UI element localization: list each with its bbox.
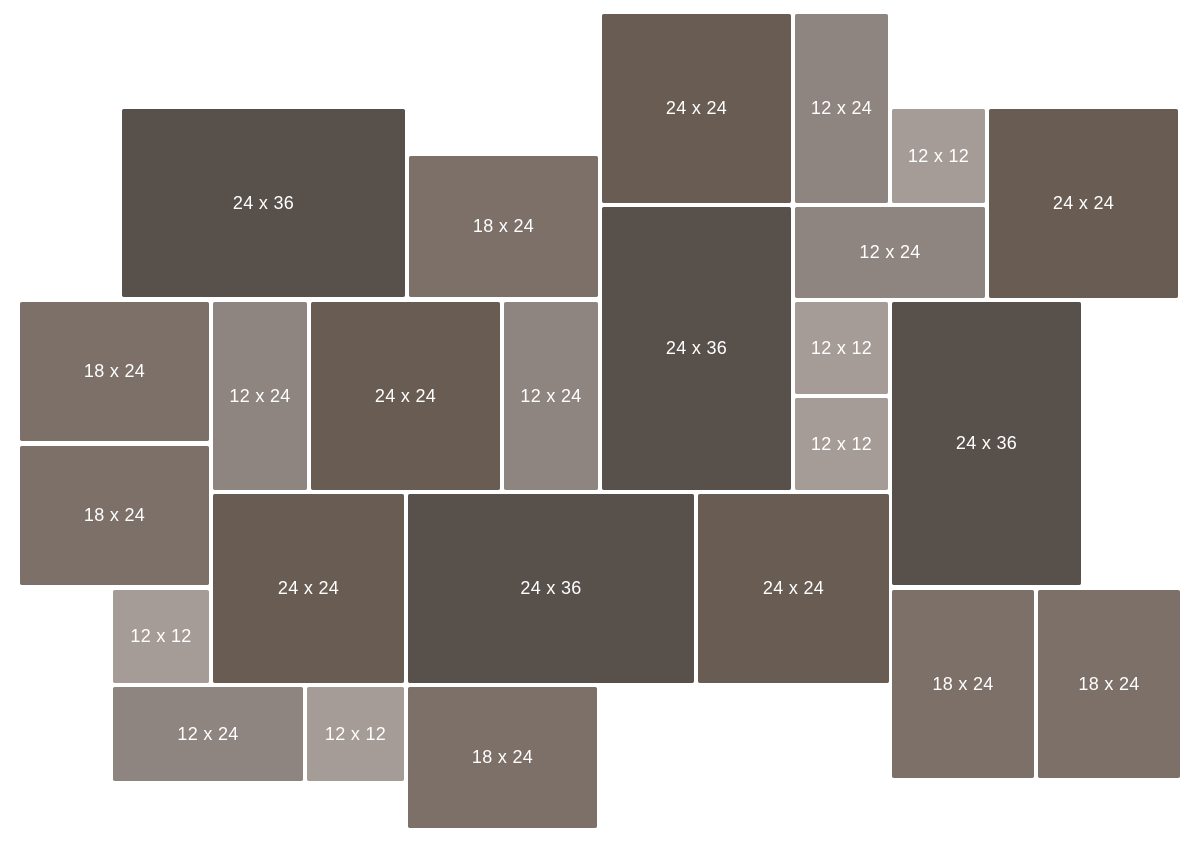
tile-label: 24 x 36 bbox=[232, 192, 295, 213]
tile-label: 24 x 36 bbox=[665, 338, 728, 358]
tile-label: 12 x 24 bbox=[177, 723, 239, 744]
tile-label: 24 x 24 bbox=[762, 578, 825, 598]
tile-label: 18 x 24 bbox=[471, 747, 534, 767]
tile-24x36: 24 x 36 bbox=[122, 109, 405, 297]
tile-label: 18 x 24 bbox=[932, 673, 994, 694]
tile-24x36: 24 x 36 bbox=[408, 494, 694, 683]
tile-12x12: 12 x 12 bbox=[795, 398, 888, 490]
tile-label: 12 x 24 bbox=[229, 385, 291, 406]
tile-label: 24 x 36 bbox=[520, 578, 582, 598]
tile-label: 24 x 24 bbox=[374, 385, 437, 406]
tile-18x24: 18 x 24 bbox=[20, 302, 209, 441]
tile-label: 12 x 24 bbox=[859, 242, 921, 262]
tile-label: 18 x 24 bbox=[1078, 673, 1140, 694]
tile-18x24: 18 x 24 bbox=[409, 156, 598, 297]
tile-12x12: 12 x 12 bbox=[892, 109, 985, 203]
tile-12x24: 12 x 24 bbox=[795, 207, 985, 298]
tile-label: 18 x 24 bbox=[472, 216, 535, 236]
tile-12x24: 12 x 24 bbox=[504, 302, 598, 490]
tile-12x12: 12 x 12 bbox=[795, 302, 888, 394]
tile-24x36: 24 x 36 bbox=[892, 302, 1081, 585]
tile-label: 18 x 24 bbox=[83, 361, 146, 381]
tile-label: 24 x 24 bbox=[665, 98, 728, 118]
tile-24x24: 24 x 24 bbox=[311, 302, 500, 490]
tile-18x24: 18 x 24 bbox=[408, 687, 597, 828]
tile-label: 12 x 12 bbox=[810, 433, 873, 454]
tile-18x24: 18 x 24 bbox=[892, 590, 1034, 778]
tile-label: 12 x 12 bbox=[810, 337, 873, 358]
tile-label: 12 x 24 bbox=[810, 98, 873, 118]
tile-label: 12 x 24 bbox=[520, 385, 582, 406]
tile-label: 18 x 24 bbox=[83, 505, 146, 525]
tile-24x36: 24 x 36 bbox=[602, 207, 791, 490]
tile-12x12: 12 x 12 bbox=[113, 590, 209, 683]
tile-12x12: 12 x 12 bbox=[307, 687, 404, 781]
tile-18x24: 18 x 24 bbox=[1038, 590, 1180, 778]
tile-label: 12 x 12 bbox=[130, 626, 192, 646]
tile-24x24: 24 x 24 bbox=[989, 109, 1178, 298]
tile-label: 24 x 36 bbox=[955, 433, 1018, 453]
tile-12x24: 12 x 24 bbox=[795, 14, 888, 203]
tile-label: 12 x 12 bbox=[324, 723, 387, 744]
tile-18x24: 18 x 24 bbox=[20, 446, 209, 585]
tile-24x24: 24 x 24 bbox=[213, 494, 404, 683]
tile-label: 24 x 24 bbox=[1052, 193, 1115, 213]
tile-label: 12 x 12 bbox=[907, 145, 970, 166]
tile-12x24: 12 x 24 bbox=[113, 687, 303, 781]
tile-24x24: 24 x 24 bbox=[602, 14, 791, 203]
tile-24x24: 24 x 24 bbox=[698, 494, 889, 683]
tile-12x24: 12 x 24 bbox=[213, 302, 307, 490]
tile-label: 24 x 24 bbox=[277, 578, 340, 598]
